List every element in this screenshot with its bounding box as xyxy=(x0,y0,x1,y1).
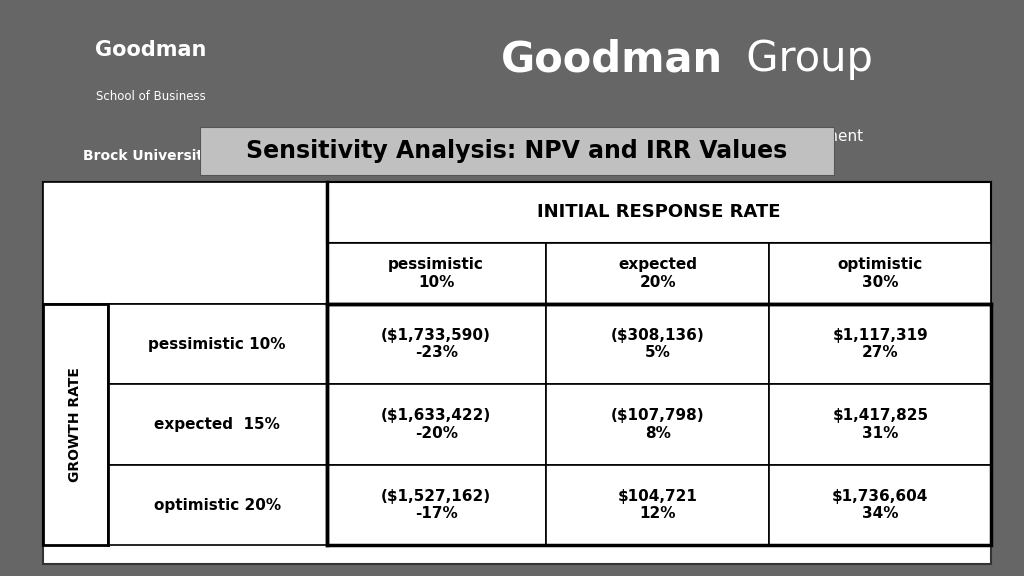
Bar xyxy=(769,384,991,465)
Text: $1,417,825
31%: $1,417,825 31% xyxy=(833,408,929,441)
Bar xyxy=(43,304,108,545)
Bar xyxy=(546,304,769,384)
Text: Sensitivity Analysis: NPV and IRR Values: Sensitivity Analysis: NPV and IRR Values xyxy=(247,139,787,163)
Text: ($1,633,422)
-20%: ($1,633,422) -20% xyxy=(381,408,492,441)
Text: School of Business: School of Business xyxy=(96,90,206,104)
Text: pessimistic 10%: pessimistic 10% xyxy=(148,337,286,352)
Text: optimistic 20%: optimistic 20% xyxy=(154,498,281,513)
Text: ($1,527,162)
-17%: ($1,527,162) -17% xyxy=(381,489,492,521)
Bar xyxy=(327,384,546,465)
Bar xyxy=(769,465,991,545)
Text: ($308,136)
5%: ($308,136) 5% xyxy=(610,328,705,361)
Text: INITIAL RESPONSE RATE: INITIAL RESPONSE RATE xyxy=(538,203,780,221)
Text: Group: Group xyxy=(733,38,872,80)
Text: $104,721
12%: $104,721 12% xyxy=(617,489,697,521)
Bar xyxy=(43,182,327,304)
Bar xyxy=(769,304,991,384)
Text: ($1,733,590)
-23%: ($1,733,590) -23% xyxy=(381,328,492,361)
Text: Brock University: Brock University xyxy=(83,149,212,162)
Text: $1,736,604
34%: $1,736,604 34% xyxy=(833,489,929,521)
Bar xyxy=(108,304,327,384)
Text: expected  15%: expected 15% xyxy=(155,417,281,432)
Text: optimistic
30%: optimistic 30% xyxy=(838,257,923,290)
Bar xyxy=(327,182,991,242)
Text: GROWTH RATE: GROWTH RATE xyxy=(69,367,82,482)
Text: Professional Development: Professional Development xyxy=(663,128,863,143)
Bar xyxy=(108,384,327,465)
Text: pessimistic
10%: pessimistic 10% xyxy=(388,257,484,290)
Bar xyxy=(108,465,327,545)
Bar xyxy=(546,465,769,545)
Bar xyxy=(546,242,769,304)
Bar xyxy=(327,304,546,384)
Bar xyxy=(327,242,546,304)
Bar xyxy=(327,465,546,545)
Text: $1,117,319
27%: $1,117,319 27% xyxy=(833,328,929,361)
Text: ($107,798)
8%: ($107,798) 8% xyxy=(610,408,705,441)
Text: Goodman: Goodman xyxy=(95,40,207,60)
Text: Goodman: Goodman xyxy=(501,38,723,80)
Bar xyxy=(769,242,991,304)
Bar xyxy=(327,304,991,545)
Text: expected
20%: expected 20% xyxy=(618,257,697,290)
Bar xyxy=(546,384,769,465)
